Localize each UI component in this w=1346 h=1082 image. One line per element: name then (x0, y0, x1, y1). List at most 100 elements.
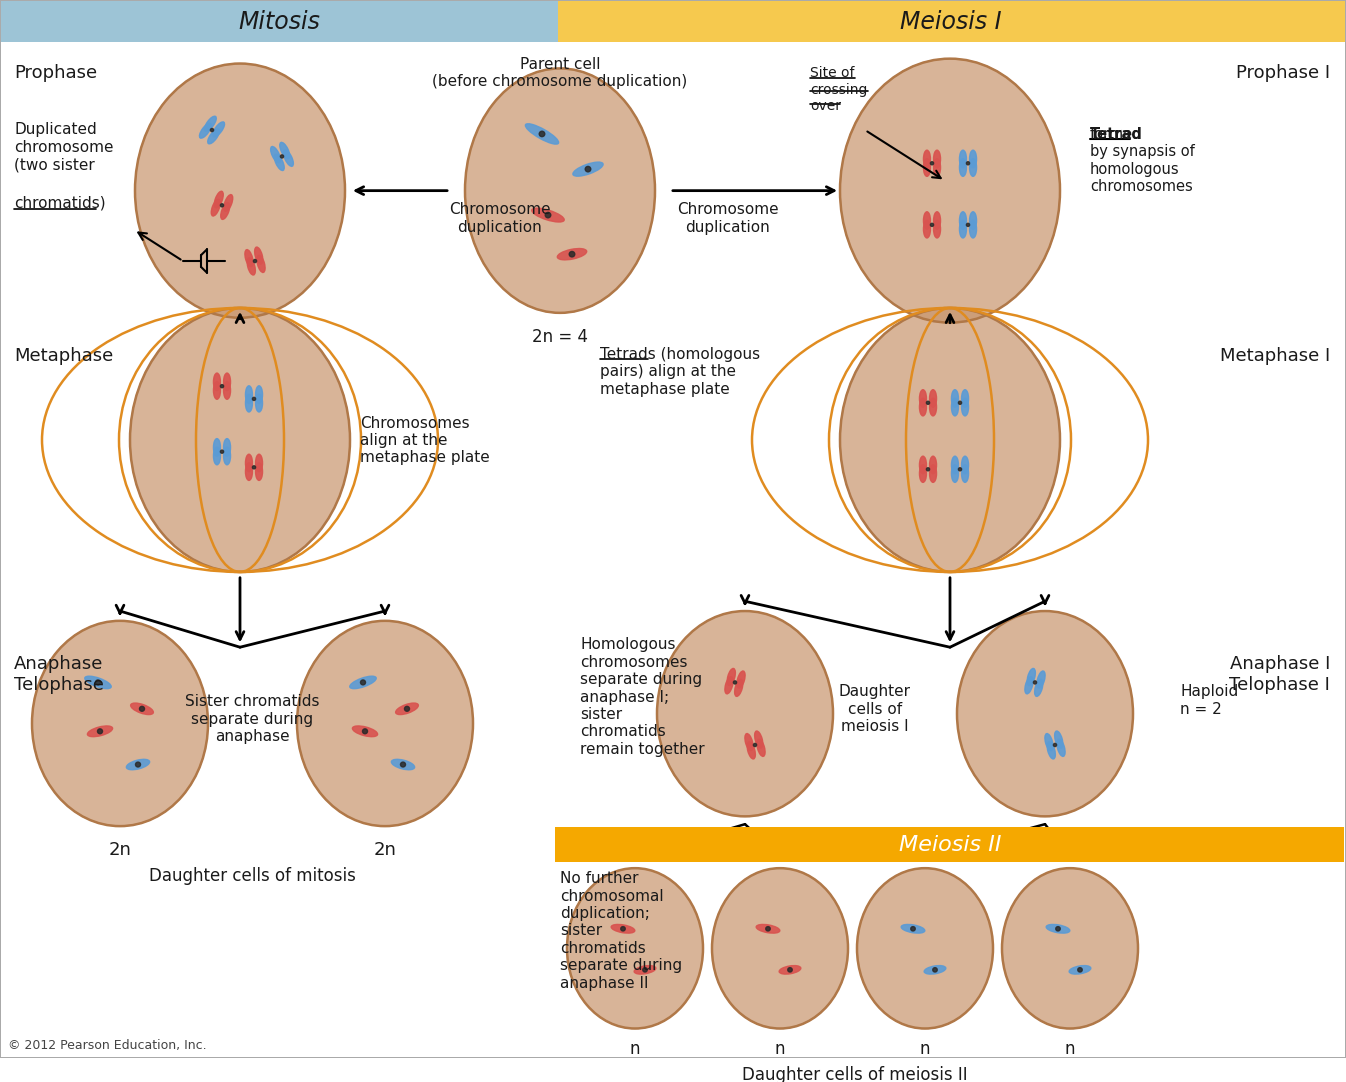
Text: 2n: 2n (374, 841, 397, 859)
Ellipse shape (245, 386, 253, 404)
Ellipse shape (923, 150, 930, 168)
Ellipse shape (930, 390, 937, 407)
Ellipse shape (256, 395, 262, 412)
Ellipse shape (199, 123, 211, 138)
FancyBboxPatch shape (1, 42, 1345, 1057)
Ellipse shape (930, 457, 937, 474)
Text: Daughter cells of mitosis: Daughter cells of mitosis (148, 867, 355, 885)
Ellipse shape (744, 734, 754, 751)
Ellipse shape (284, 150, 293, 167)
Text: Prophase I: Prophase I (1236, 64, 1330, 81)
Circle shape (643, 967, 647, 972)
Ellipse shape (930, 398, 937, 415)
Ellipse shape (573, 162, 603, 176)
Circle shape (911, 926, 915, 931)
Ellipse shape (257, 255, 265, 273)
Ellipse shape (840, 308, 1061, 572)
FancyBboxPatch shape (1, 1, 559, 42)
Circle shape (253, 465, 256, 469)
Ellipse shape (961, 398, 969, 415)
Ellipse shape (207, 129, 219, 144)
Text: Chromosome
duplication: Chromosome duplication (450, 202, 551, 235)
Ellipse shape (725, 676, 734, 694)
Circle shape (569, 251, 575, 256)
Circle shape (926, 467, 930, 471)
Ellipse shape (1001, 868, 1137, 1029)
Ellipse shape (525, 123, 559, 144)
Ellipse shape (961, 390, 969, 407)
Ellipse shape (969, 221, 977, 238)
Text: n: n (1065, 1040, 1075, 1058)
Text: n: n (919, 1040, 930, 1058)
Ellipse shape (297, 621, 472, 827)
Text: Sister chromatids
separate during
anaphase: Sister chromatids separate during anapha… (184, 695, 319, 744)
FancyBboxPatch shape (559, 1, 1345, 42)
Circle shape (930, 223, 934, 226)
Ellipse shape (1046, 924, 1070, 933)
Text: n: n (775, 1040, 785, 1058)
Ellipse shape (1027, 669, 1035, 686)
Ellipse shape (532, 208, 564, 222)
Text: Daughter
cells of
meiosis I: Daughter cells of meiosis I (839, 685, 911, 735)
Ellipse shape (396, 703, 419, 714)
Ellipse shape (736, 671, 746, 688)
Circle shape (1034, 681, 1036, 684)
Text: No further
chromosomal
duplication;
sister
chromatids
separate during
anaphase I: No further chromosomal duplication; sist… (560, 871, 682, 990)
Ellipse shape (1024, 676, 1034, 694)
FancyBboxPatch shape (1, 1, 1345, 1057)
Ellipse shape (1035, 679, 1043, 697)
Text: n: n (630, 1040, 641, 1058)
Text: Chromosome
duplication: Chromosome duplication (677, 202, 779, 235)
Ellipse shape (280, 143, 289, 159)
Ellipse shape (223, 195, 233, 211)
Ellipse shape (934, 212, 941, 229)
Circle shape (933, 967, 937, 972)
Ellipse shape (923, 159, 930, 176)
Circle shape (966, 161, 969, 164)
Circle shape (253, 260, 257, 263)
Circle shape (253, 397, 256, 400)
Circle shape (930, 161, 934, 164)
Ellipse shape (930, 465, 937, 483)
Ellipse shape (131, 703, 153, 714)
Ellipse shape (840, 58, 1061, 322)
Circle shape (140, 707, 144, 711)
Text: Anaphase I
Telophase I: Anaphase I Telophase I (1229, 655, 1330, 694)
Ellipse shape (214, 382, 221, 399)
Circle shape (210, 129, 214, 132)
Text: Tetrad: Tetrad (1090, 127, 1143, 142)
Circle shape (362, 729, 367, 734)
Text: Daughter cells of meiosis II: Daughter cells of meiosis II (742, 1066, 968, 1082)
Circle shape (1054, 743, 1057, 747)
Ellipse shape (919, 398, 926, 415)
Ellipse shape (214, 373, 221, 391)
Ellipse shape (611, 924, 635, 933)
Text: formed
by synapsis of
homologous
chromosomes: formed by synapsis of homologous chromos… (1090, 127, 1195, 195)
Ellipse shape (1044, 734, 1053, 751)
Ellipse shape (969, 150, 977, 168)
Ellipse shape (934, 150, 941, 168)
Text: Prophase: Prophase (13, 64, 97, 81)
Ellipse shape (214, 192, 223, 208)
Circle shape (221, 450, 223, 453)
Ellipse shape (952, 457, 958, 474)
Ellipse shape (248, 258, 256, 275)
Ellipse shape (923, 221, 930, 238)
Text: Meiosis I: Meiosis I (900, 10, 1001, 34)
Circle shape (221, 384, 223, 387)
Ellipse shape (657, 611, 833, 816)
Circle shape (586, 167, 591, 172)
Ellipse shape (245, 250, 253, 266)
Circle shape (280, 155, 284, 158)
Ellipse shape (353, 726, 378, 737)
Ellipse shape (779, 965, 801, 974)
Text: Metaphase: Metaphase (13, 347, 113, 365)
Circle shape (754, 743, 756, 747)
Ellipse shape (464, 68, 656, 313)
Ellipse shape (919, 465, 926, 483)
Circle shape (545, 212, 551, 217)
Ellipse shape (275, 155, 284, 171)
Ellipse shape (214, 438, 221, 457)
Ellipse shape (256, 463, 262, 480)
Text: Haploid
n = 2: Haploid n = 2 (1180, 685, 1238, 716)
